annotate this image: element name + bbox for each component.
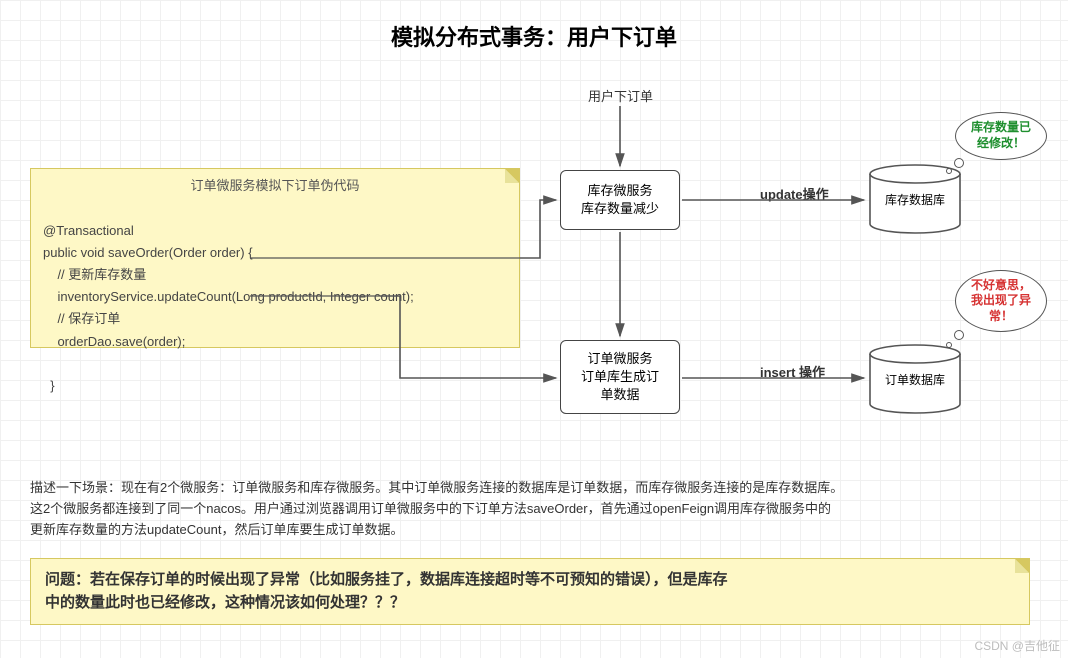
node-label: 库存数量减少 <box>581 200 659 218</box>
bubble-error: 不好意思， 我出现了异 常！ <box>955 270 1047 332</box>
description-text: 描述一下场景：现在有2个微服务：订单微服务和库存微服务。其中订单微服务连接的数据… <box>30 478 1030 540</box>
edge-label-update: update操作 <box>760 184 829 203</box>
node-label: 库存微服务 <box>581 182 659 200</box>
node-label: 订单库生成订 <box>581 368 659 386</box>
db-label: 库存数据库 <box>868 191 962 208</box>
node-label: 订单微服务 <box>581 350 659 368</box>
node-order-service: 订单微服务 订单库生成订 单数据 <box>560 340 680 414</box>
bubble-tail-icon <box>946 342 952 348</box>
watermark: CSDN @吉他征 <box>974 637 1060 654</box>
code-note: 订单微服务模拟下订单伪代码 @Transactional public void… <box>30 168 520 348</box>
code-note-body: @Transactional public void saveOrder(Ord… <box>31 198 519 405</box>
node-inventory-service: 库存微服务 库存数量减少 <box>560 170 680 230</box>
bubble-success: 库存数量已 经修改！ <box>955 112 1047 160</box>
edge-label-insert: insert 操作 <box>760 362 825 381</box>
db-inventory: 库存数据库 <box>868 164 962 234</box>
question-note: 问题：若在保存订单的时候出现了异常（比如服务挂了，数据库连接超时等不可预知的错误… <box>30 558 1030 625</box>
node-label: 单数据 <box>581 386 659 404</box>
db-label: 订单数据库 <box>868 371 962 388</box>
bubble-tail-icon <box>954 158 964 168</box>
db-order: 订单数据库 <box>868 344 962 414</box>
code-note-heading: 订单微服务模拟下订单伪代码 <box>31 169 519 198</box>
bubble-tail-icon <box>954 330 964 340</box>
bubble-tail-icon <box>946 168 952 174</box>
diagram-title: 模拟分布式事务：用户下订单 <box>0 20 1068 52</box>
user-action-label: 用户下订单 <box>588 86 653 105</box>
